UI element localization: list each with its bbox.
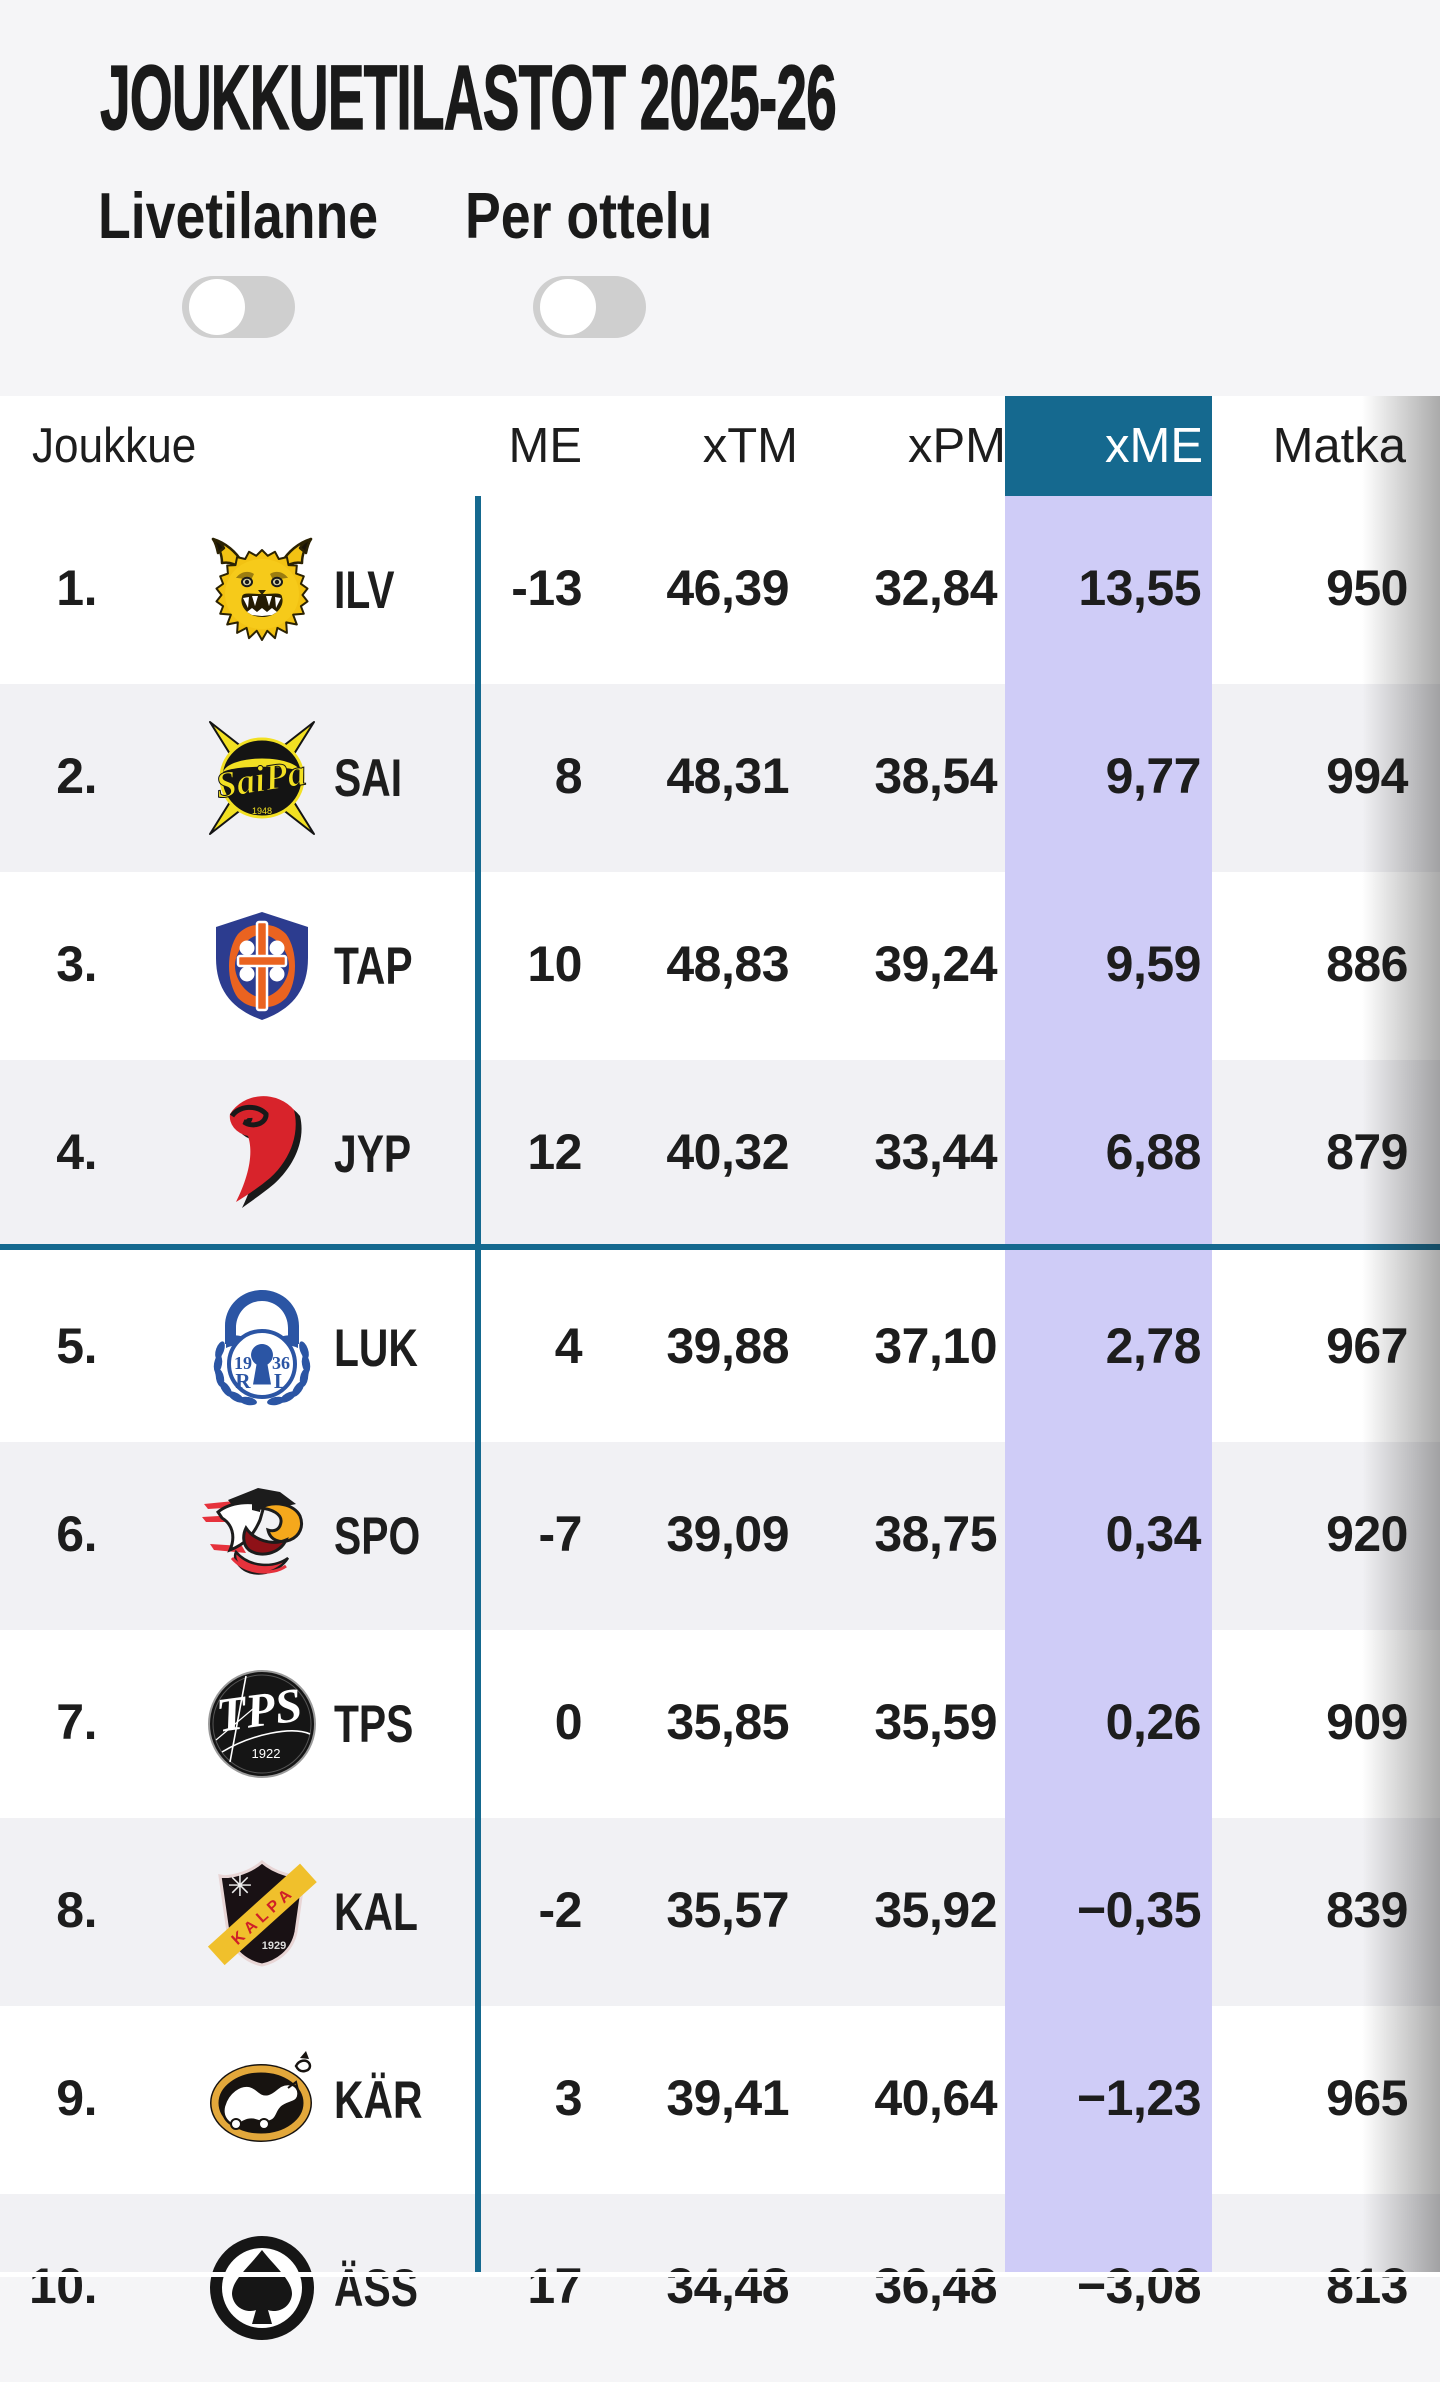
svg-text:1948: 1948 [252,806,272,816]
svg-text:R: R [235,1369,251,1393]
svg-text:36: 36 [272,1353,290,1373]
svg-text:L: L [274,1369,288,1393]
svg-text:19: 19 [234,1353,252,1373]
svg-text:1929: 1929 [262,1940,286,1952]
svg-text:✳: ✳ [227,1870,252,1903]
svg-text:1922: 1922 [252,1746,281,1761]
svg-text:TPS: TPS [213,1678,305,1742]
